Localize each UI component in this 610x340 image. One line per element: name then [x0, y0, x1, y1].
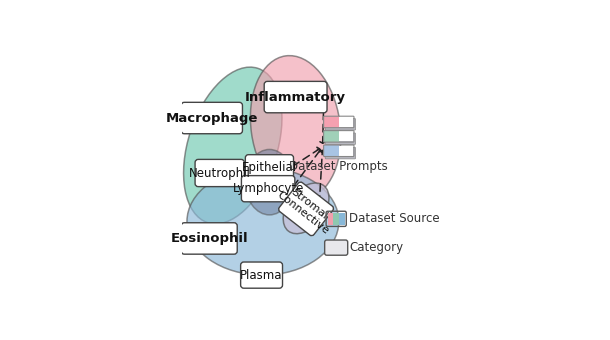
Text: Neutrophil: Neutrophil — [188, 167, 251, 180]
Ellipse shape — [187, 168, 339, 275]
Bar — [339, 131, 353, 141]
Bar — [339, 117, 353, 127]
FancyBboxPatch shape — [324, 116, 340, 128]
FancyBboxPatch shape — [181, 223, 237, 254]
FancyBboxPatch shape — [264, 81, 327, 113]
FancyBboxPatch shape — [279, 182, 334, 236]
Text: Macrophage: Macrophage — [166, 112, 258, 124]
FancyBboxPatch shape — [245, 155, 293, 181]
Text: Lymphocyte: Lymphocyte — [232, 182, 304, 195]
Text: Plasma: Plasma — [240, 269, 283, 282]
FancyBboxPatch shape — [325, 119, 356, 130]
Text: Inflammatory: Inflammatory — [245, 90, 346, 104]
Bar — [333, 213, 339, 225]
Bar — [328, 213, 333, 225]
Ellipse shape — [245, 150, 293, 215]
Bar — [339, 146, 353, 156]
Text: Dataset Prompts: Dataset Prompts — [289, 160, 388, 173]
FancyBboxPatch shape — [181, 102, 242, 134]
Text: Eosinophil: Eosinophil — [170, 232, 248, 245]
Text: Stromal
Connective: Stromal Connective — [274, 181, 337, 237]
Ellipse shape — [283, 183, 329, 234]
Ellipse shape — [251, 56, 341, 199]
FancyBboxPatch shape — [325, 147, 356, 159]
Text: Category: Category — [350, 241, 404, 254]
Text: Epithelial: Epithelial — [242, 161, 297, 174]
FancyBboxPatch shape — [325, 133, 356, 144]
FancyBboxPatch shape — [242, 176, 295, 202]
FancyBboxPatch shape — [325, 240, 348, 255]
FancyBboxPatch shape — [240, 262, 282, 288]
Text: Dataset Source: Dataset Source — [349, 212, 439, 225]
Bar — [339, 213, 345, 225]
Ellipse shape — [184, 67, 282, 224]
FancyBboxPatch shape — [324, 145, 340, 156]
FancyBboxPatch shape — [195, 159, 244, 187]
FancyBboxPatch shape — [324, 131, 340, 142]
